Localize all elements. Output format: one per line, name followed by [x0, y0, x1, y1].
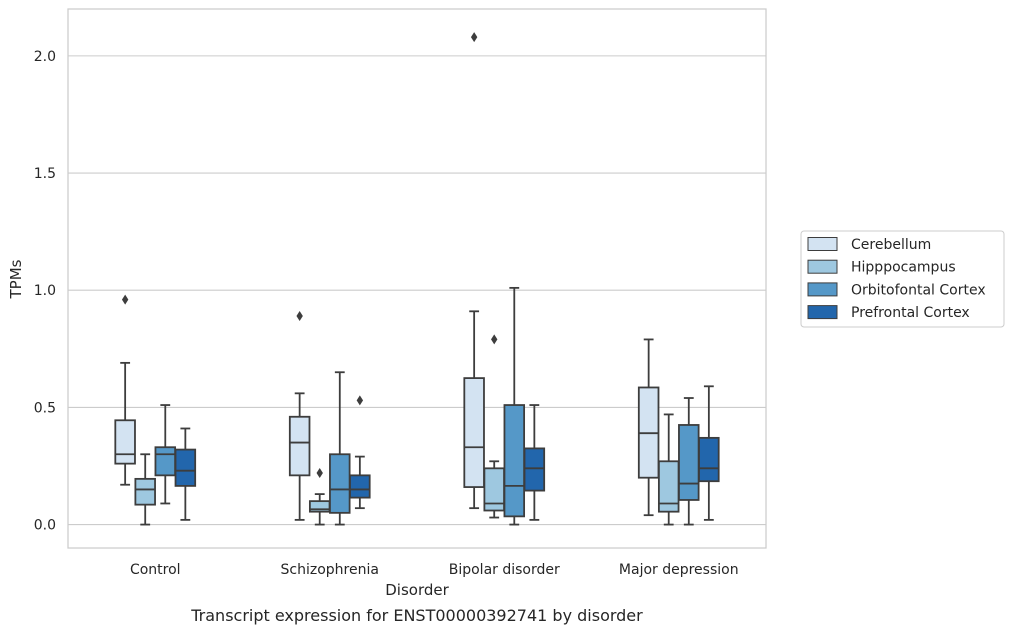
x-tick-labels: Control Schizophrenia Bipolar disorder Majo…: [130, 562, 739, 578]
y-tick-labels: 0.0 0.5 1.0 1.5 2.0: [34, 49, 56, 534]
box-bipolar-disorder: [463, 32, 485, 510]
outlier-point: [356, 395, 364, 406]
legend-item: Cerebellum: [807, 237, 931, 253]
box-schizophrenia: [288, 310, 311, 521]
x-axis-label: Disorder: [385, 581, 449, 599]
iqr-box: [288, 415, 311, 477]
legend-swatch: [807, 237, 838, 251]
legend-item: Orbitofontal Cortex: [807, 282, 986, 298]
box-bipolar-disorder: [483, 334, 505, 519]
box-bipolar-disorder: [523, 404, 546, 521]
outlier-point: [121, 294, 129, 305]
iqr-box: [349, 474, 371, 499]
plot-frame: [67, 8, 767, 549]
x-tick-label: Bipolar disorder: [449, 562, 560, 578]
iqr-box: [463, 377, 485, 488]
series-prefrontal-cortex: [174, 385, 720, 521]
iqr-box: [329, 453, 351, 514]
series-orbitofontal-cortex: [154, 286, 700, 526]
iqr-box: [678, 424, 700, 501]
box-major-depression: [657, 413, 680, 526]
legend-label: Hipppocampus: [851, 260, 956, 276]
y-tick-label: 0.5: [34, 400, 56, 416]
box-schizophrenia: [349, 395, 371, 510]
iqr-box: [174, 448, 197, 487]
box-control: [154, 404, 177, 505]
legend-label: Cerebellum: [851, 237, 931, 253]
outlier-point: [316, 468, 323, 479]
box-control: [174, 427, 197, 521]
legend-item: Prefrontal Cortex: [807, 305, 970, 321]
legend-label: Prefrontal Cortex: [851, 305, 970, 321]
y-tick-label: 2.0: [34, 49, 56, 65]
y-tick-label: 0.0: [34, 518, 56, 534]
box-bipolar-disorder: [503, 286, 526, 526]
x-tick-label: Major depression: [619, 562, 739, 578]
legend-swatch: [807, 259, 838, 274]
x-tick-label: Schizophrenia: [281, 562, 379, 578]
box-major-depression: [637, 338, 660, 517]
outlier-point: [296, 310, 303, 321]
box-major-depression: [698, 385, 720, 521]
iqr-box: [114, 419, 136, 465]
box-schizophrenia: [308, 468, 331, 526]
box-control: [134, 453, 156, 526]
legend-swatch: [807, 282, 838, 297]
x-tick-label: Control: [130, 562, 181, 578]
iqr-box: [134, 477, 156, 506]
box-schizophrenia: [329, 371, 351, 526]
legend-swatch: [807, 305, 838, 320]
legend-label: Orbitofontal Cortex: [851, 282, 986, 298]
outlier-point: [470, 32, 478, 43]
y-tick-label: 1.5: [34, 166, 56, 182]
series-cerebellum: [114, 32, 660, 521]
chart-caption: Transcript expression for ENST0000039274…: [191, 606, 643, 625]
box-layer: [114, 32, 720, 526]
y-axis-label: TPMs: [7, 259, 25, 299]
iqr-box: [698, 436, 720, 483]
legend-items: Cerebellum Hipppocampus Orbitofontal Corte…: [807, 237, 986, 321]
legend-item: Hipppocampus: [807, 259, 956, 276]
box-major-depression: [678, 397, 700, 526]
iqr-box: [503, 404, 526, 518]
series-hipppocampus: [134, 334, 680, 526]
box-control: [114, 294, 136, 486]
legend: Cerebellum Hipppocampus Orbitofontal Corte…: [800, 230, 1005, 328]
y-tick-label: 1.0: [34, 283, 56, 299]
iqr-box: [523, 447, 546, 492]
iqr-box: [154, 446, 177, 477]
outlier-point: [491, 334, 498, 345]
legend-frame: [800, 230, 1005, 328]
